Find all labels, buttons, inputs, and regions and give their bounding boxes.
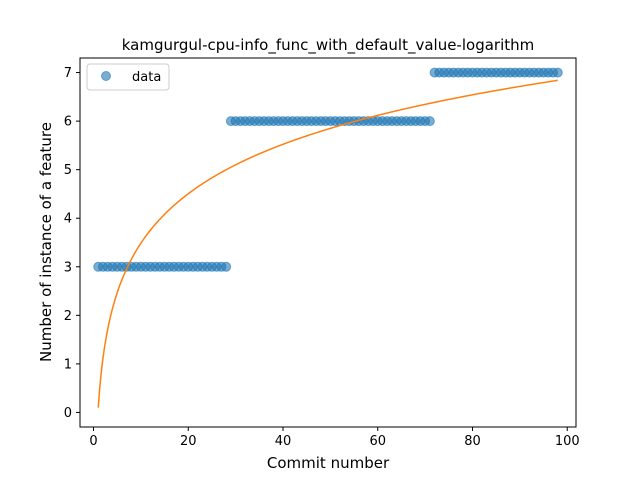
legend-label-data: data <box>132 70 161 85</box>
y-axis-ticks: 0 1 2 3 4 5 6 7 <box>64 66 80 421</box>
y-tick-label: 2 <box>64 309 72 324</box>
y-tick-label: 5 <box>64 163 72 178</box>
legend-marker-data <box>101 71 111 81</box>
y-tick-label: 7 <box>64 66 72 81</box>
x-axis-label: Commit number <box>267 454 390 472</box>
chart-title: kamgurgul-cpu-info_func_with_default_val… <box>122 36 535 55</box>
y-tick-label: 0 <box>64 406 72 421</box>
axes-frame <box>79 57 577 428</box>
legend-box <box>86 63 170 91</box>
y-axis-label: Number of instance of a feature <box>37 122 55 362</box>
y-tick-label: 4 <box>64 212 72 227</box>
x-tick-label: 100 <box>555 434 580 449</box>
x-tick-label: 0 <box>89 434 97 449</box>
y-tick-label: 1 <box>64 357 72 372</box>
fit-line <box>97 79 558 408</box>
x-tick-label: 20 <box>180 434 197 449</box>
plot-area <box>93 67 563 408</box>
y-tick-label: 3 <box>64 260 72 275</box>
legend: data <box>86 63 170 91</box>
y-tick-label: 6 <box>64 115 72 130</box>
data-point <box>424 116 435 127</box>
x-tick-label: 40 <box>275 434 292 449</box>
data-point <box>221 261 232 272</box>
x-axis-ticks: 0 20 40 60 80 100 <box>89 427 580 449</box>
x-tick-label: 60 <box>369 434 386 449</box>
data-point <box>552 67 563 78</box>
x-tick-label: 80 <box>464 434 481 449</box>
